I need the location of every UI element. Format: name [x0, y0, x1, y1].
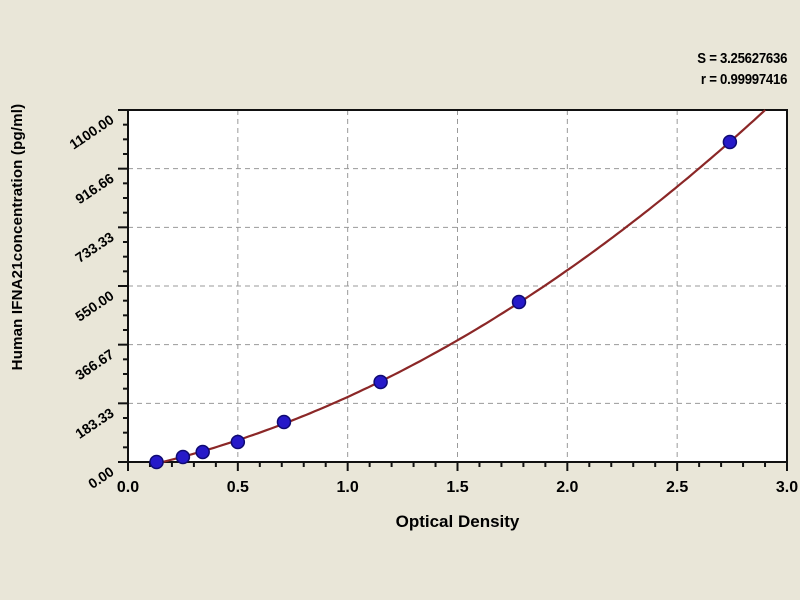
y-tick-label: 916.66 — [72, 170, 117, 207]
y-tick-label: 366.67 — [72, 346, 117, 383]
standard-point — [276, 414, 292, 430]
fit-stat-s: S = 3.25627636 — [697, 50, 787, 67]
y-tick-label: 1100.00 — [66, 111, 116, 152]
fit-statistics: S = 3.25627636 r = 0.99997416 — [697, 48, 787, 90]
standard-point — [373, 374, 388, 390]
x-tick-label: 2.5 — [666, 479, 688, 496]
x-tick-label: 3.0 — [776, 479, 798, 496]
standard-point — [149, 454, 164, 470]
standard-point — [511, 294, 527, 310]
x-tick-label: 2.0 — [556, 479, 578, 496]
y-tick-label: 183.33 — [72, 404, 117, 441]
standard-point — [230, 434, 246, 450]
fit-stat-r: r = 0.99997416 — [700, 71, 787, 88]
standard-point — [175, 449, 191, 465]
x-tick-label: 1.5 — [446, 479, 468, 496]
x-axis-title: Optical Density — [395, 512, 520, 531]
x-tick-label: 0.0 — [117, 479, 139, 496]
x-tick-label: 1.0 — [337, 479, 359, 496]
y-axis-title: Human IFNA21concentration (pg/ml) — [9, 103, 26, 371]
plot-frame — [127, 109, 788, 463]
regression-curve — [156, 109, 766, 465]
x-tick-label: 0.5 — [227, 479, 249, 496]
y-tick-label: 0.00 — [85, 463, 117, 492]
standard-point — [195, 444, 210, 460]
y-tick-label: 550.00 — [72, 287, 117, 324]
standard-point — [722, 134, 738, 150]
y-tick-label: 733.33 — [72, 228, 117, 265]
